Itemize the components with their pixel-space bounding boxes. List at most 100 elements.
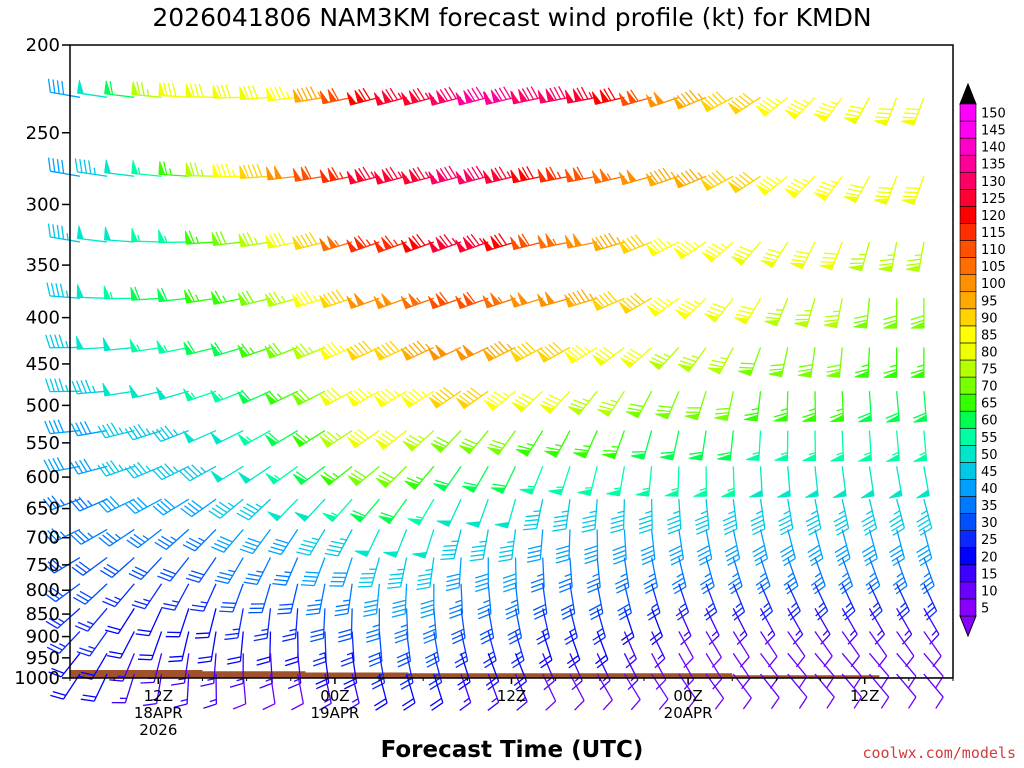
wind-barb [375, 465, 408, 488]
wind-barb [265, 86, 298, 102]
wind-barb [469, 529, 489, 562]
wind-barb [727, 92, 761, 115]
colorbar-label: 40 [981, 482, 998, 497]
wind-barb [292, 465, 326, 486]
wind-barb [103, 226, 135, 243]
wind-barb [203, 674, 218, 709]
y-tick-label: 950 [26, 648, 60, 669]
wind-barb [774, 430, 789, 461]
wind-barb [888, 466, 903, 499]
wind-barb [448, 583, 464, 619]
wind-barb [440, 529, 462, 561]
wind-barb [648, 347, 680, 371]
wind-barb [185, 162, 217, 177]
wind-barb [262, 673, 276, 711]
wind-barb [714, 391, 734, 422]
wind-barb [507, 608, 523, 645]
wind-barb [401, 673, 416, 711]
wind-barb [526, 529, 544, 563]
wind-barb [378, 498, 408, 525]
wind-barb [873, 176, 898, 205]
wind-barb [400, 293, 435, 310]
wind-barb [104, 159, 135, 177]
wind-barb [618, 234, 652, 254]
wind-barb [445, 557, 462, 592]
colorbar-swatch [959, 308, 977, 327]
wind-barb [211, 231, 244, 246]
wind-barb [883, 347, 898, 378]
wind-barb [797, 347, 816, 378]
y-tick-label: 300 [26, 194, 60, 215]
wind-barb [727, 171, 761, 194]
x-tick-date: 19APR [310, 704, 359, 722]
colorbar-arrow-high [959, 82, 977, 105]
x-tick-label: 12Z [144, 687, 173, 705]
wind-barb [923, 583, 938, 621]
wind-barb [643, 557, 659, 594]
colorbar-swatch [959, 530, 977, 549]
wind-barb [646, 297, 680, 317]
wind-barb [794, 298, 816, 328]
wind-barb [131, 583, 163, 610]
wind-barb [319, 430, 353, 448]
wind-barb [509, 341, 544, 363]
wind-barb [152, 463, 190, 481]
wind-barb [111, 673, 135, 704]
wind-barb [537, 166, 571, 183]
wind-barb [47, 223, 80, 243]
colorbar-swatch [959, 393, 977, 412]
wind-barb [539, 390, 571, 414]
y-tick-label: 550 [26, 433, 60, 454]
wind-barb [555, 529, 571, 564]
wind-barb [832, 466, 847, 499]
wind-barb [433, 465, 462, 492]
wind-barb [253, 608, 272, 642]
wind-barb [211, 528, 244, 553]
colorbar-swatch [959, 154, 977, 173]
wind-barb [346, 429, 380, 449]
x-tick-label: 12Z [850, 687, 879, 705]
wind-barb [74, 607, 108, 632]
wind-barb [319, 235, 353, 252]
wind-barb [750, 499, 766, 536]
wind-barb [734, 297, 762, 325]
wind-barb [168, 631, 190, 663]
colorbar-swatch [959, 274, 977, 293]
colorbar-label: 140 [981, 141, 1006, 156]
wind-barb [300, 557, 326, 587]
colorbar-swatch [959, 427, 977, 446]
wind-barb [581, 499, 598, 533]
wind-barb [131, 160, 162, 177]
wind-barb [346, 340, 380, 361]
wind-barb [830, 430, 845, 462]
wind-barb [292, 86, 326, 103]
colorbar-swatch [959, 496, 977, 514]
wind-barb [373, 166, 407, 185]
wind-barb [560, 583, 576, 620]
wind-barb [161, 583, 190, 611]
credit-label: coolwx.com/models [862, 744, 1016, 762]
wind-barb [42, 495, 81, 511]
wind-barb [773, 391, 789, 422]
wind-barb [107, 631, 135, 659]
surface-terrain [70, 670, 953, 678]
wind-barb [76, 284, 108, 299]
wind-barb [346, 235, 380, 253]
wind-barb [157, 557, 190, 582]
wind-barb [601, 430, 626, 460]
wind-barb [210, 465, 244, 483]
wind-barb [854, 347, 871, 378]
wind-barb [511, 390, 544, 413]
wind-barb [183, 340, 217, 356]
wind-barb [673, 89, 707, 110]
x-tick-year: 2026 [139, 721, 177, 739]
wind-barb [236, 498, 271, 521]
wind-barb [896, 673, 917, 709]
wind-barb [374, 430, 408, 450]
wind-barb [319, 88, 353, 105]
wind-barb [402, 430, 435, 452]
wind-barb [212, 163, 244, 178]
wind-barb [919, 557, 935, 595]
wind-barb [430, 430, 462, 453]
wind-barb [401, 166, 434, 185]
